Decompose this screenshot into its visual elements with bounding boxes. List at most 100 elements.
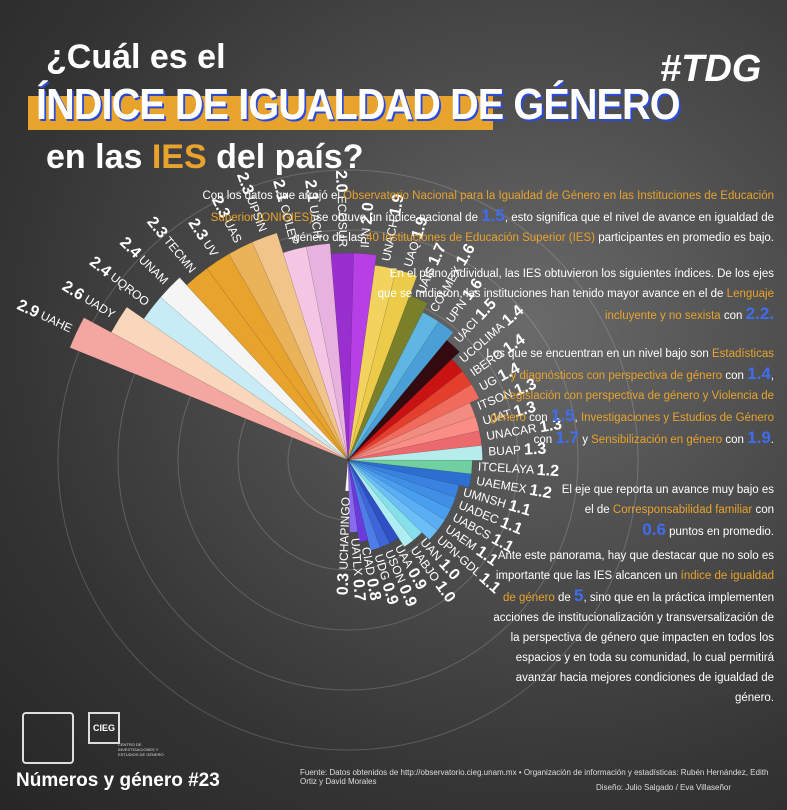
value-label: 1.9 <box>409 215 432 241</box>
title-line-3: en las IES del país? <box>46 138 363 177</box>
bar-label-ciad: CIAD 0.8 <box>357 546 384 603</box>
p2-highlight: Lenguaje incluyente y no sexista <box>604 288 774 322</box>
bar-uahe <box>69 317 349 461</box>
bar-label-uahe: 2.9 UAHE <box>14 297 75 337</box>
cieg-logo-text: CENTRO DE INVESTIGACIONES Y ESTUDIOS DE … <box>118 742 164 757</box>
bar-uaci <box>347 339 460 461</box>
p3-number-2: 1.5 <box>550 406 575 425</box>
p1-highlight-1: Observatorio Nacional para la Igualdad d… <box>210 190 774 224</box>
paragraph-4: El eje que reporta un avance muy bajo es… <box>560 480 774 542</box>
p5-text-b: de <box>558 592 571 604</box>
bar-uadec <box>347 459 456 510</box>
bar-ipn <box>347 252 377 461</box>
bar-itcelaya <box>347 459 473 475</box>
p5-number: 5 <box>574 586 584 605</box>
value-label: 2.1 <box>269 178 291 204</box>
category-label: UAHE <box>35 307 74 335</box>
p4-text-c: puntos en promedio. <box>669 526 774 538</box>
bar-uas <box>228 241 349 461</box>
bar-unacar <box>347 430 482 461</box>
p3-text-c: , <box>770 370 774 382</box>
bar-uqroo <box>143 296 349 461</box>
p3-text-f: con <box>533 434 553 446</box>
paragraph-1: Con los datos que arrojó el Observatorio… <box>196 186 774 248</box>
value-label: 1.3 <box>512 399 538 421</box>
bar-colef <box>282 246 349 461</box>
bar-ucolima <box>347 358 463 461</box>
grid-ring <box>57 169 639 751</box>
value-label: 2.1 <box>301 179 321 203</box>
source-note: Fuente: Datos obtenidos de http://observ… <box>300 768 769 786</box>
bar-uv <box>206 253 349 461</box>
paragraph-5: Ante este panorama, hay que destacar que… <box>486 546 774 708</box>
bar-label-uady: 2.6 UADY <box>59 278 118 323</box>
hashtag: #TDG <box>660 48 762 90</box>
bar-ecosur <box>330 252 354 461</box>
value-label: 0.7 <box>349 578 368 602</box>
p3-text-a: Los que se encuentran en un nivel bajo s… <box>486 348 709 360</box>
value-label: 2.0 <box>332 170 350 193</box>
bar-label-uchapingo: 0.3 UCHAPINGO <box>335 497 355 596</box>
p4-number: 0.6 <box>642 520 666 539</box>
category-label: TECMN <box>159 232 199 276</box>
bar-ciad <box>347 459 369 543</box>
p3-number-1: 1.4 <box>747 364 771 383</box>
bar-ug <box>347 383 480 461</box>
p3-number-3: 1.7 <box>555 428 579 447</box>
value-label: 1.9 <box>387 192 408 217</box>
p4-highlight: Corresponsabilidad familiar <box>612 504 753 516</box>
p3-highlight-3: Investigaciones y Estudios de Género <box>580 412 774 424</box>
value-label: 1.1 <box>506 497 532 519</box>
p1-text-a: Con los datos que arrojó el <box>202 190 340 202</box>
p3-text-h: con <box>725 434 744 446</box>
value-label: 2.0 <box>359 202 378 226</box>
p3-text-e: , <box>574 412 578 424</box>
cieg-logo: CIEG <box>88 712 120 744</box>
p2-text-a: En el plano individual, las IES obtuvier… <box>377 268 774 300</box>
bar-buap <box>347 445 483 461</box>
series-title: Números y género #23 <box>16 770 220 791</box>
bar-uabjo <box>347 459 414 548</box>
bar-upsin <box>251 232 349 461</box>
p3-text-i: . <box>770 434 774 446</box>
p2-text-b: con <box>723 310 743 322</box>
design-credit: Diseño: Julio Salgado / Eva Villaseñor <box>596 783 732 792</box>
category-label: UNAM <box>133 250 171 287</box>
category-label: ITCELAYA <box>478 460 538 477</box>
cieg-logo-letters: CIEG <box>92 723 115 733</box>
bar-itson <box>347 402 476 461</box>
value-label: 1.2 <box>536 462 559 480</box>
bar-uaemex <box>347 459 472 488</box>
value-label: 1.3 <box>524 441 547 459</box>
p1-text-b: se obtuvo un índice nacional de <box>316 212 478 224</box>
p5-highlight: índice de igualdad de género <box>503 570 774 604</box>
p1-highlight-2: 40 Instituciones de Educación Superior (… <box>366 232 595 244</box>
value-label: 0.9 <box>378 581 401 607</box>
p5-text-a: Ante este panorama, hay que destacar que… <box>495 550 774 582</box>
title-line-3-b: del país? <box>216 138 364 176</box>
p3-text-g: y <box>582 434 588 446</box>
bar-label-itcelaya: ITCELAYA 1.2 <box>477 459 559 481</box>
p2-number: 2.2. <box>745 304 774 323</box>
p3-highlight-4: Sensibilización en género <box>591 434 723 446</box>
bar-colmex <box>347 312 439 461</box>
category-label: BUAP <box>488 443 524 459</box>
category-label: UADY <box>79 291 118 322</box>
bar-tecmn <box>186 268 349 461</box>
value-label: 2.3 <box>233 170 257 197</box>
title-line-1: ¿Cuál es el <box>46 38 226 76</box>
bar-label-ipn: IPN 2.0 <box>357 202 378 249</box>
paragraph-3: Los que se encuentran en un nivel bajo s… <box>484 344 774 450</box>
category-label: CIAD <box>359 546 379 580</box>
value-label: 1.2 <box>528 482 553 503</box>
title-line-2: ÍNDICE DE IGUALDAD DE GÉNERO <box>36 80 681 129</box>
p1-number: 1.5 <box>481 206 505 225</box>
bar-ibero <box>347 370 472 461</box>
bar-unam <box>160 277 349 461</box>
bar-uchapingo <box>345 459 349 492</box>
bar-uabcs <box>347 459 452 521</box>
p1-text-d: participantes en promedio es bajo. <box>598 232 774 244</box>
p3-text-b: con <box>725 370 744 382</box>
category-label: UCHAPINGO <box>337 497 353 573</box>
